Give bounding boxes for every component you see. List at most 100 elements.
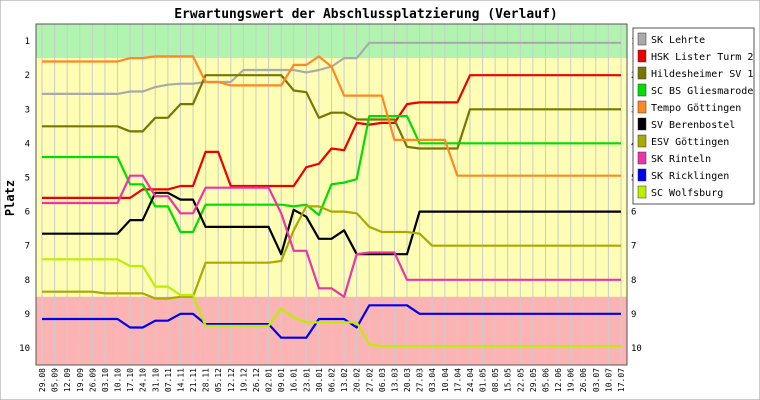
legend-swatch [637, 117, 647, 131]
grid-lines [41, 24, 622, 365]
x-tick-label: 12.06 [554, 368, 563, 392]
y-tick-label: 4 [25, 139, 30, 149]
y-tick-label-right: 10 [631, 344, 642, 354]
x-tick-label: 06.03 [378, 368, 387, 392]
legend-label: HSK Lister Turm 2 [651, 52, 753, 63]
x-tick-label: 30.01 [315, 368, 324, 392]
x-tick-label: 12.12 [227, 368, 236, 392]
x-tick-label: 09.01 [277, 368, 286, 392]
x-tick-label: 19.09 [76, 368, 85, 392]
legend-swatch [637, 32, 647, 46]
legend-swatch [637, 66, 647, 80]
legend: SK Lehrte HSK Lister Turm 2 Hildesheimer S… [632, 27, 755, 205]
legend-label: ESV Göttingen [651, 137, 729, 148]
x-tick-label: 17.10 [126, 368, 135, 392]
legend-label: SC BS Gliesmarode [651, 86, 753, 97]
series-lines [42, 41, 621, 348]
x-tick-label: 03.07 [592, 368, 601, 392]
series-line-9 [42, 304, 621, 339]
x-tick-label: 24.10 [139, 368, 148, 392]
x-tick-label: 31.10 [151, 368, 160, 392]
x-tick-label: 05.09 [51, 368, 60, 392]
y-tick-label: 8 [25, 276, 30, 286]
x-tick-label: 13.03 [390, 368, 399, 392]
x-tick-label: 16.01 [290, 368, 299, 392]
legend-swatch [637, 100, 647, 114]
x-tick-label: 26.06 [579, 368, 588, 392]
legend-swatch [637, 134, 647, 148]
x-tick-label: 20.03 [403, 368, 412, 392]
chart-title: Erwartungswert der Abschlussplatzierung … [174, 7, 558, 22]
series-line-3 [42, 74, 621, 150]
x-tick-label: 27.02 [365, 368, 374, 392]
y-tick-label-right: 6 [631, 208, 636, 218]
series-line-4 [42, 114, 621, 234]
y-axis-label: Platz [3, 180, 17, 216]
legend-label: SK Lehrte [651, 35, 705, 46]
y-tick-label: 1 [25, 37, 30, 47]
x-tick-label: 14.11 [176, 368, 185, 392]
x-tick-label: 10.07 [604, 368, 613, 392]
x-tick-label: 15.05 [504, 368, 513, 392]
y-tick-label-right: 7 [631, 242, 636, 252]
x-tick-label: 23.01 [302, 368, 311, 392]
legend-label: SV Berenbostel [651, 120, 735, 131]
series-line-5 [42, 55, 621, 177]
x-tick-label: 28.11 [202, 368, 211, 392]
x-tick-label: 01.05 [479, 368, 488, 392]
y-tick-labels-left: 1 2 3 4 5 6 7 8 9 10 [19, 37, 30, 354]
y-tick-label: 6 [25, 208, 30, 218]
y-tick-label-right: 8 [631, 276, 636, 286]
x-tick-label: 20.02 [353, 368, 362, 392]
x-tick-label: 05.12 [214, 368, 223, 392]
x-tick-label: 08.05 [491, 368, 500, 392]
legend-label: SK Rinteln [651, 154, 711, 165]
x-tick-label: 21.11 [189, 368, 198, 392]
x-tick-label: 29.08 [38, 368, 47, 392]
x-tick-label: 07.11 [164, 368, 173, 392]
x-tick-label: 10.04 [441, 368, 450, 392]
x-tick-label: 05.06 [541, 368, 550, 392]
x-tick-label: 02.01 [265, 368, 274, 392]
x-tick-label: 12.09 [63, 368, 72, 392]
x-tick-label: 29.05 [529, 368, 538, 392]
x-tick-labels: 29.08 05.09 12.09 19.09 26.09 03.10 10.10 17.10… [38, 368, 626, 392]
x-tick-label: 19.06 [567, 368, 576, 392]
y-tick-label: 9 [25, 310, 30, 320]
y-tick-label-right: 9 [631, 310, 636, 320]
y-tick-label: 3 [25, 105, 30, 115]
x-tick-label: 17.07 [617, 368, 626, 392]
legend-label: SC Wolfsburg [651, 188, 723, 199]
x-tick-label: 10.10 [114, 368, 123, 392]
series-line-2 [42, 74, 621, 199]
legend-label: Hildesheimer SV 1 [651, 69, 753, 80]
legend-label: SK Ricklingen [651, 171, 729, 182]
y-tick-label: 5 [25, 173, 30, 183]
legend-label: Tempo Göttingen [651, 103, 741, 114]
x-tick-label: 03.10 [101, 368, 110, 392]
x-tick-label: 13.02 [340, 368, 349, 392]
series-line-8 [42, 174, 621, 298]
legend-swatch [637, 151, 647, 165]
legend-swatch [637, 168, 647, 182]
x-tick-label: 22.05 [516, 368, 525, 392]
series-line-7 [42, 205, 621, 300]
y-tick-label: 7 [25, 242, 30, 252]
y-tick-label: 2 [25, 71, 30, 81]
x-tick-label: 24.04 [466, 368, 475, 392]
legend-swatch [637, 49, 647, 63]
x-tick-label: 06.02 [328, 368, 337, 392]
y-tick-label: 10 [19, 344, 30, 354]
x-tick-label: 26.09 [88, 368, 97, 392]
legend-swatch [637, 185, 647, 199]
x-tick-label: 03.04 [428, 368, 437, 392]
series-line-6 [42, 191, 621, 256]
x-tick-label: 17.04 [453, 368, 462, 392]
plot-frame [35, 23, 628, 366]
x-tick-label: 27.03 [416, 368, 425, 392]
legend-swatch [637, 83, 647, 97]
legend-box [632, 27, 755, 205]
x-tick-label: 19.12 [239, 368, 248, 392]
x-tick-label: 26.12 [252, 368, 261, 392]
